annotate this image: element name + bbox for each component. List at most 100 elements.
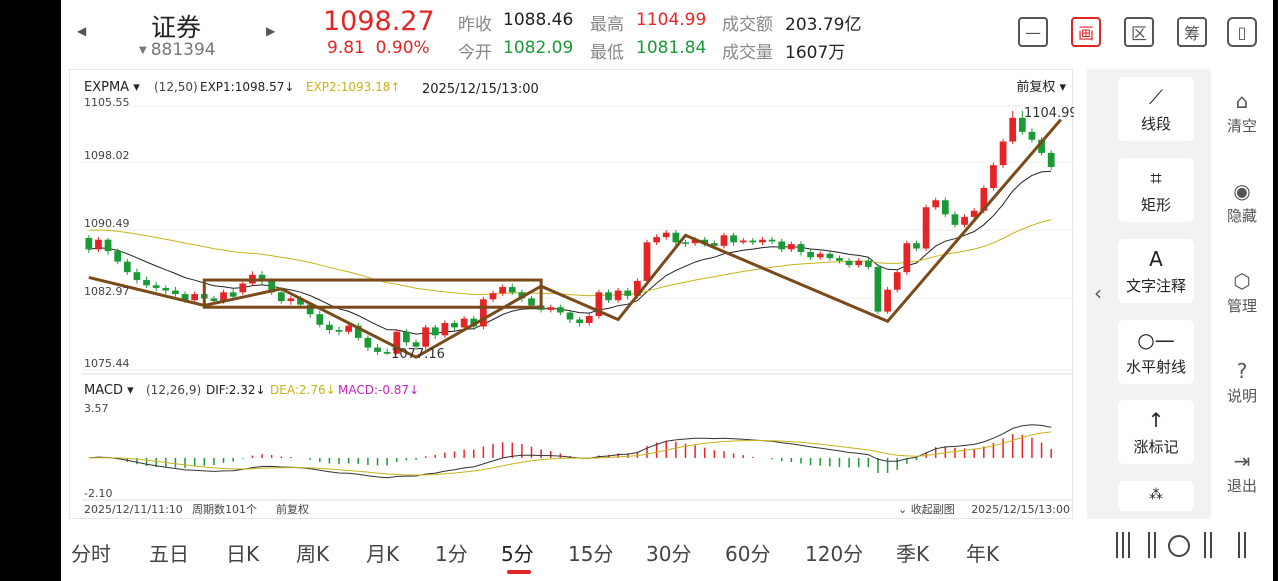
- period-tab-0[interactable]: 分时: [71, 542, 111, 566]
- candle: [326, 321, 333, 334]
- period-tab-7[interactable]: 15分: [568, 542, 614, 566]
- draw-button[interactable]: 画: [1071, 17, 1101, 47]
- clear-button[interactable]: ⌂ 清空: [1211, 89, 1273, 136]
- price-change: 9.81 0.90%: [327, 38, 430, 58]
- candle: [431, 324, 439, 339]
- candle: [335, 326, 343, 336]
- tool-horizontal-ray[interactable]: ○— 水平射线: [1118, 320, 1194, 384]
- candle-body: [85, 237, 93, 250]
- candle: [864, 258, 872, 270]
- period-tab-12[interactable]: 年K: [966, 542, 1000, 566]
- candle-body: [710, 243, 718, 246]
- candle-body: [364, 337, 372, 348]
- candle-body: [191, 294, 199, 301]
- candle-body: [104, 239, 112, 252]
- volume-value: 1607万: [785, 43, 846, 63]
- candle-body: [566, 312, 574, 320]
- candle: [787, 241, 795, 252]
- layout-icons-svg: [1087, 532, 1273, 572]
- candle: [682, 239, 689, 247]
- candle-body: [441, 323, 449, 336]
- help-button[interactable]: ? 说明: [1211, 359, 1273, 406]
- period-tab-5[interactable]: 1分: [435, 542, 468, 566]
- device-button[interactable]: ▯: [1227, 17, 1257, 47]
- candle-body: [576, 319, 583, 324]
- dea-line: [88, 431, 1052, 476]
- candle-body: [720, 235, 728, 246]
- period-tab-2[interactable]: 日K: [226, 542, 260, 566]
- candle: [95, 237, 102, 252]
- tool-text-note[interactable]: A 文字注释: [1118, 239, 1194, 303]
- period-tab-8[interactable]: 30分: [646, 542, 692, 566]
- candle: [903, 240, 911, 275]
- tool-rectangle[interactable]: ⌗ 矩形: [1118, 158, 1194, 222]
- horizontal-ray-icon: ○—: [1137, 328, 1175, 352]
- candle-body: [941, 200, 949, 215]
- period-tab-9[interactable]: 60分: [725, 542, 771, 566]
- stock-code[interactable]: ▼ 881394: [139, 40, 216, 60]
- candle-body: [403, 331, 410, 343]
- candle: [768, 237, 776, 245]
- kline-chart[interactable]: EXPMA ▾ (12,50) EXP1:1098.57↓ EXP2:1093.18↑…: [69, 69, 1074, 520]
- period-tab-1[interactable]: 五日: [149, 542, 189, 566]
- candle: [104, 237, 112, 255]
- candle-body: [229, 292, 237, 297]
- minimize-button[interactable]: —: [1018, 17, 1048, 47]
- candle: [489, 290, 497, 302]
- stock-code-text: 881394: [150, 40, 216, 60]
- candle: [922, 204, 930, 252]
- candle-body: [133, 272, 141, 281]
- candle: [191, 291, 199, 303]
- change-percent: 0.90%: [375, 38, 430, 58]
- period-tab-11[interactable]: 季K: [896, 542, 930, 566]
- collapse-toolbar-chevron-icon[interactable]: ‹: [1094, 281, 1102, 305]
- footer-adjust: 前复权: [276, 502, 309, 516]
- chart-layout-icons[interactable]: [1087, 524, 1273, 572]
- candle-body: [1047, 152, 1055, 167]
- exit-button[interactable]: ⇥ 退出: [1211, 449, 1273, 496]
- candle-body: [970, 210, 978, 217]
- tool-price-mark[interactable]: ↑ 涨标记: [1118, 400, 1194, 464]
- hide-button[interactable]: ◉ 隐藏: [1211, 179, 1273, 226]
- candle: [797, 241, 805, 256]
- candle-body: [528, 298, 535, 306]
- period-tab-6[interactable]: 5分: [501, 542, 534, 566]
- period-tab-3[interactable]: 周K: [296, 542, 330, 566]
- chart-canvas[interactable]: EXPMA ▾ (12,50) EXP1:1098.57↓ EXP2:1093.18↑…: [70, 70, 1074, 520]
- candle-body: [326, 324, 333, 331]
- candle-body: [730, 235, 737, 243]
- tool-line-segment[interactable]: ⟋ 线段: [1118, 77, 1194, 141]
- candle-body: [374, 347, 381, 352]
- chips-button[interactable]: 筹: [1177, 17, 1207, 47]
- candle-body: [95, 239, 102, 250]
- candle-body: [826, 253, 834, 259]
- manage-button[interactable]: ⬡ 管理: [1211, 269, 1273, 316]
- line-segment-icon: ⟋: [1149, 85, 1163, 109]
- candle: [951, 211, 959, 228]
- candle: [653, 234, 660, 245]
- period-tab-4[interactable]: 月K: [366, 542, 400, 566]
- candle: [932, 197, 940, 210]
- drawn-rectangle: [202, 278, 543, 309]
- period-tab-10[interactable]: 120分: [805, 542, 864, 566]
- y-tick-label: 1090.49: [84, 217, 130, 230]
- candle-body: [316, 314, 324, 325]
- candle: [576, 316, 583, 327]
- side-label: 清空: [1226, 117, 1257, 135]
- exit-icon: ⇥: [1233, 449, 1251, 473]
- candle: [354, 323, 362, 341]
- candle: [1018, 110, 1026, 135]
- candle: [441, 320, 449, 338]
- prev-stock-arrow-icon[interactable]: ◀: [77, 24, 87, 38]
- next-stock-arrow-icon[interactable]: ▶: [266, 24, 276, 38]
- candle-body: [682, 242, 689, 244]
- candle-body: [893, 272, 901, 290]
- range-button[interactable]: 区: [1124, 17, 1154, 47]
- adjust-mode: 前复权 ▾: [1016, 79, 1066, 95]
- tool-more[interactable]: ⁂: [1118, 481, 1194, 511]
- candle: [566, 309, 574, 324]
- candle: [826, 251, 834, 261]
- candle: [913, 240, 920, 252]
- candle-body: [451, 323, 458, 328]
- macd-tick-top: 3.57: [84, 402, 109, 415]
